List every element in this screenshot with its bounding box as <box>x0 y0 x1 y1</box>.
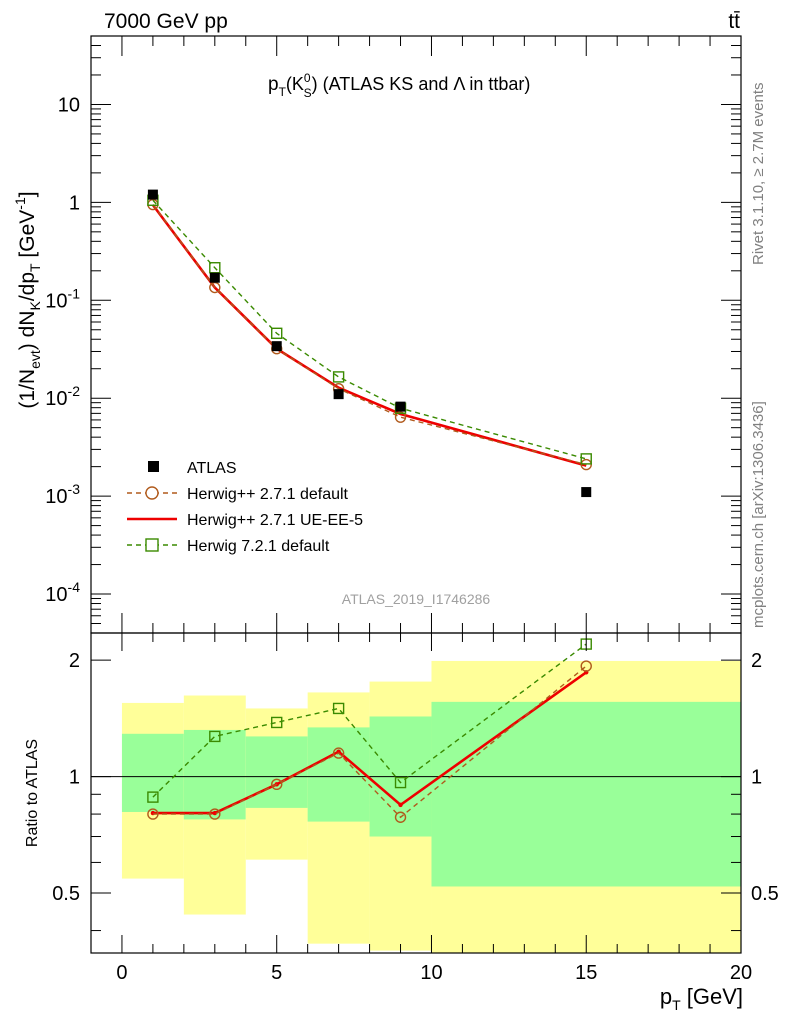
ratio-point-herwigpp_default <box>332 747 345 759</box>
y-tick-label: 10-4 <box>45 579 80 606</box>
ratio-point-herwigpp_default <box>209 808 221 820</box>
ratio-series-layer <box>147 638 592 823</box>
x-tick-label: 15 <box>575 962 597 984</box>
y-tick-base: 1 <box>69 192 80 214</box>
ratio-line-herwig721_default <box>152 643 587 798</box>
y-tick-base: 10 <box>45 584 67 606</box>
legend-label-data: ATLAS <box>187 460 237 477</box>
ratio-frame <box>90 632 742 954</box>
legend-label-herwigpp_ueee5: Herwig++ 2.7.1 UE-EE-5 <box>187 512 363 529</box>
main-point-data <box>271 341 282 352</box>
main-line-herwigpp_default <box>152 204 587 466</box>
main-y-axis-label: (1/Nevt) dNK/dpT [GeV-1] <box>12 191 43 408</box>
main-point-herwig721_default <box>580 453 592 465</box>
y-tick-label: 10-1 <box>45 285 80 312</box>
mcplots-side-label: mcplots.cern.ch [arXiv:1306.3436] <box>750 401 767 628</box>
y-tick-exponent: -3 <box>68 481 81 497</box>
process-label: tt̄ <box>728 10 740 33</box>
ratio-y-tick-label-right: 1 <box>751 767 762 789</box>
ratio-y-tick-label: 2 <box>69 650 80 672</box>
main-series-layer <box>147 189 592 498</box>
y-tick-base: 10 <box>45 486 67 508</box>
y-tick-base: 10 <box>45 290 67 312</box>
ratio-point-herwig721_default <box>394 776 407 789</box>
main-point-data <box>581 487 592 498</box>
ratio-point-herwigpp_ueee5 <box>212 810 218 816</box>
ratio-point-herwigpp_ueee5 <box>336 749 341 754</box>
main-line-herwigpp_ueee5 <box>151 204 587 467</box>
ratio-panel: 0 5 10 15 20 0.5 0.5 1 1 2 2 Ratio to ATLAS pT [Ge… <box>24 632 779 1013</box>
band-inner <box>307 727 370 822</box>
x-tick-label: 10 <box>420 962 442 984</box>
main-point-data <box>333 389 344 400</box>
ratio-point-herwigpp_default <box>271 778 283 791</box>
main-point-data <box>395 401 406 412</box>
legend-marker-herwig721_default <box>145 538 159 552</box>
y-tick-label: 1 <box>69 192 80 214</box>
band-inner <box>183 729 246 820</box>
ratio-y-tick-label-right: 0.5 <box>751 883 779 905</box>
ratio-point-herwigpp_default <box>147 808 159 820</box>
x-tick-label: 20 <box>730 962 752 984</box>
legend-label-herwigpp_default: Herwig++ 2.7.1 default <box>187 486 349 503</box>
ratio-line-herwigpp_default <box>152 665 587 819</box>
ratio-point-herwig721_default <box>209 730 221 743</box>
x-axis-label: pT [GeV] <box>660 984 743 1013</box>
ratio-y-tick-label: 0.5 <box>52 883 80 905</box>
y-tick-base: 10 <box>45 388 67 410</box>
ratio-point-herwig721_default <box>147 791 159 803</box>
ratio-point-herwigpp_default <box>394 811 407 823</box>
uncertainty-bands <box>121 660 741 953</box>
ratio-point-herwig721_default <box>332 702 345 715</box>
y-tick-label: 10-2 <box>45 383 80 410</box>
x-tick-label: 0 <box>116 962 127 984</box>
ratio-y-axis-label: Ratio to ATLAS <box>24 739 41 847</box>
y-tick-base: 10 <box>58 94 80 116</box>
main-point-herwig721_default <box>332 371 345 383</box>
rivet-side-label: Rivet 3.1.10, ≥ 2.7M events <box>750 83 767 266</box>
analysis-label: ATLAS_2019_I1746286 <box>342 591 491 607</box>
main-line-herwig721_default <box>152 199 587 460</box>
main-point-data <box>147 189 158 200</box>
x-tick-label: 5 <box>271 962 282 984</box>
y-tick-exponent: -1 <box>68 285 81 301</box>
ratio-ticks-layer: 0 5 10 15 20 0.5 0.5 1 1 2 2 <box>52 633 779 984</box>
ratio-point-herwig721_default <box>271 716 283 729</box>
y-tick-label: 10 <box>58 94 80 116</box>
ratio-point-herwigpp_ueee5 <box>398 802 403 808</box>
ratio-y-tick-label: 1 <box>69 767 80 789</box>
legend-marker-data <box>148 461 159 472</box>
band-inner <box>431 701 741 887</box>
y-tick-exponent: -4 <box>68 579 81 595</box>
legend-label-herwig721_default: Herwig 7.2.1 default <box>187 538 330 555</box>
main-point-herwigpp_default <box>394 411 407 423</box>
ratio-point-herwigpp_default <box>580 660 592 672</box>
main-point-data <box>209 272 220 283</box>
band-inner <box>121 733 184 812</box>
main-point-herwig721_default <box>271 327 283 340</box>
energy-label: 7000 GeV pp <box>104 10 228 33</box>
ratio-y-tick-label-right: 2 <box>751 650 762 672</box>
y-tick-exponent: -2 <box>68 383 81 399</box>
main-title: pT(K0 S) (ATLAS KS and Λ in ttbar) <box>268 71 530 100</box>
legend-marker-herwigpp_default <box>145 486 159 500</box>
y-tick-label: 10-3 <box>45 481 80 508</box>
legend: ATLAS Herwig++ 2.7.1 default Herwig++ 2.7.… <box>127 460 363 555</box>
